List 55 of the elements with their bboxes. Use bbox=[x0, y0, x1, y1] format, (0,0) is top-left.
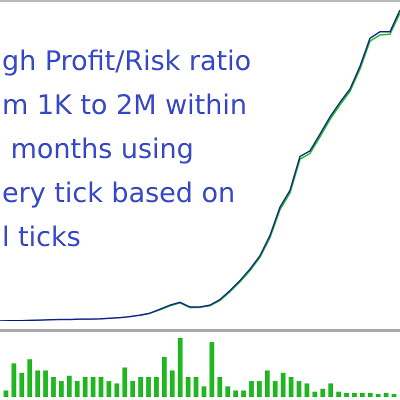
bar bbox=[257, 381, 262, 397]
bar bbox=[384, 392, 388, 397]
bar bbox=[19, 372, 24, 397]
bar bbox=[280, 372, 286, 397]
bar bbox=[74, 381, 80, 397]
bar bbox=[4, 390, 8, 397]
bar bbox=[376, 394, 381, 397]
bar bbox=[178, 338, 183, 397]
bar bbox=[352, 392, 357, 397]
bar bbox=[264, 370, 270, 397]
bar bbox=[90, 376, 96, 397]
bar bbox=[162, 356, 167, 397]
bar bbox=[27, 359, 32, 397]
bar bbox=[51, 376, 56, 397]
bar bbox=[202, 386, 206, 397]
bar bbox=[146, 376, 151, 397]
annotation: months using bbox=[10, 134, 194, 165]
bar bbox=[12, 363, 16, 397]
annotation: l ticks bbox=[2, 222, 81, 253]
bar bbox=[392, 394, 396, 397]
bar bbox=[312, 392, 318, 397]
bar bbox=[82, 376, 88, 397]
bar bbox=[249, 381, 254, 397]
bar bbox=[328, 383, 334, 397]
bar bbox=[272, 381, 278, 397]
bar bbox=[114, 383, 120, 397]
bar bbox=[368, 392, 373, 397]
bar bbox=[35, 370, 40, 397]
bar bbox=[360, 392, 365, 397]
bar bbox=[288, 376, 294, 397]
bar bbox=[66, 376, 72, 397]
bar bbox=[154, 376, 159, 397]
annotation: ery tick based on bbox=[2, 178, 236, 209]
bar bbox=[304, 383, 310, 397]
bar bbox=[186, 376, 190, 397]
annotation: m 1K to 2M within bbox=[2, 90, 247, 121]
bar bbox=[43, 370, 48, 397]
bar bbox=[170, 370, 175, 397]
bar bbox=[194, 376, 198, 397]
bar bbox=[344, 392, 349, 397]
bar bbox=[59, 381, 64, 397]
bar bbox=[217, 376, 222, 397]
bar bbox=[296, 381, 302, 397]
bar bbox=[210, 342, 214, 397]
bar bbox=[225, 386, 230, 397]
bar bbox=[122, 368, 128, 397]
annotation: gh Profit/Risk ratio bbox=[2, 46, 252, 77]
bar bbox=[320, 388, 326, 397]
bar bbox=[241, 390, 246, 397]
bar bbox=[336, 392, 341, 397]
bar bbox=[106, 381, 112, 397]
bar bbox=[233, 390, 238, 397]
bar bbox=[98, 376, 104, 397]
bar bbox=[138, 376, 143, 397]
bar bbox=[130, 381, 136, 397]
